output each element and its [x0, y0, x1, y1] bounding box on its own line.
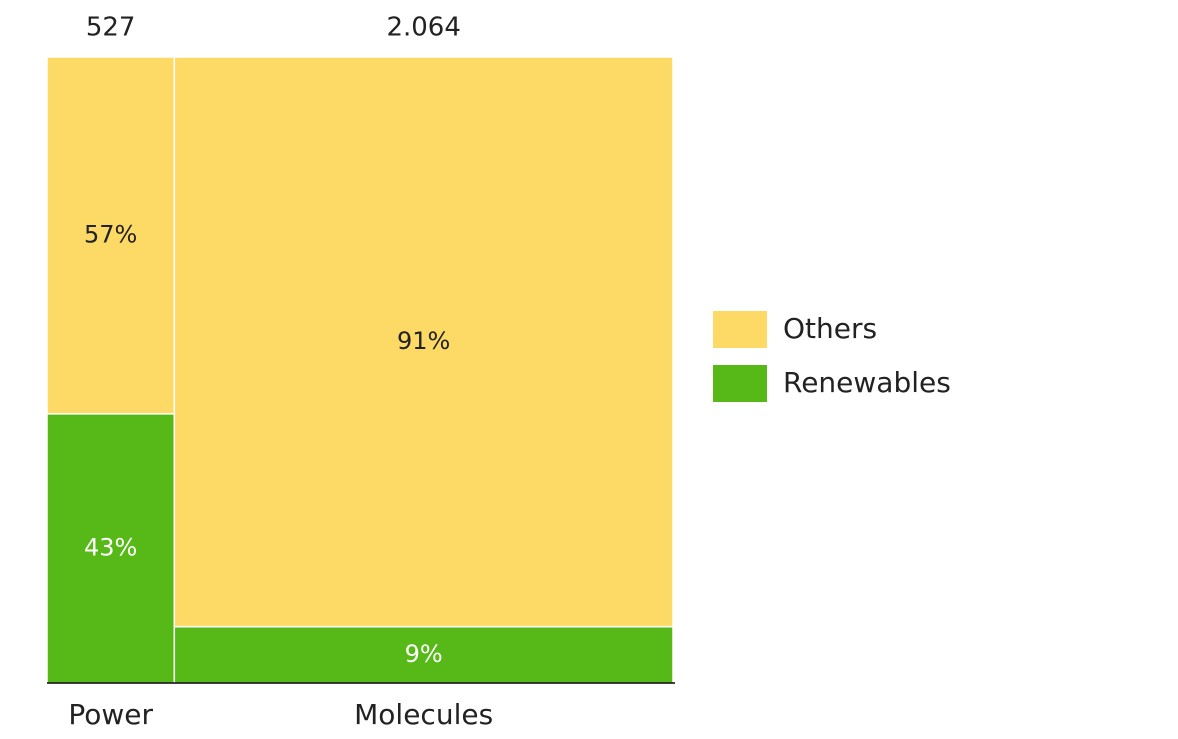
- segment-label: 9%: [405, 640, 443, 668]
- legend-swatch: [713, 365, 767, 402]
- x-tick-label: Power: [68, 698, 153, 731]
- segment-label: 91%: [397, 327, 450, 355]
- segment: [46, 413, 176, 684]
- x-tick-label: Molecules: [354, 698, 493, 731]
- segment: [46, 56, 176, 415]
- legend-label: Renewables: [783, 366, 951, 399]
- segment: [173, 56, 674, 628]
- segment-label: 43%: [84, 533, 137, 561]
- legend-label: Others: [783, 312, 877, 345]
- legend-swatch: [713, 311, 767, 348]
- column-total-label: 527: [86, 13, 136, 43]
- segment-label: 57%: [84, 220, 137, 248]
- column-total-label: 2.064: [386, 13, 460, 43]
